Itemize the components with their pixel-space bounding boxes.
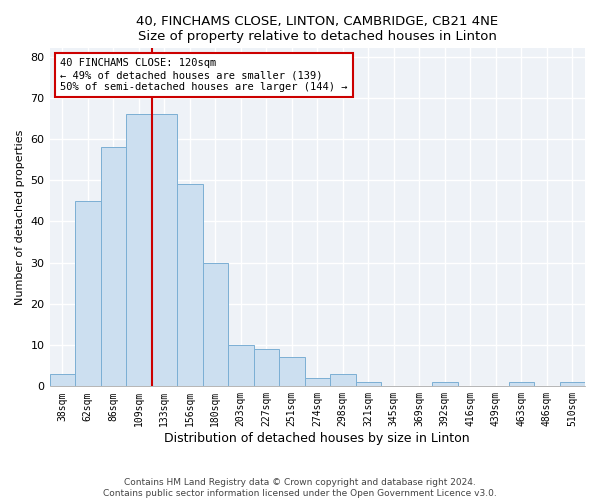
Bar bbox=[203, 262, 228, 386]
Bar bbox=[356, 382, 381, 386]
Bar bbox=[152, 114, 177, 386]
Bar bbox=[330, 374, 356, 386]
Y-axis label: Number of detached properties: Number of detached properties bbox=[15, 130, 25, 305]
Bar bbox=[560, 382, 585, 386]
Bar bbox=[101, 148, 126, 386]
Text: Contains HM Land Registry data © Crown copyright and database right 2024.
Contai: Contains HM Land Registry data © Crown c… bbox=[103, 478, 497, 498]
Text: 40 FINCHAMS CLOSE: 120sqm
← 49% of detached houses are smaller (139)
50% of semi: 40 FINCHAMS CLOSE: 120sqm ← 49% of detac… bbox=[60, 58, 348, 92]
Bar bbox=[509, 382, 534, 386]
Bar bbox=[177, 184, 203, 386]
Bar bbox=[432, 382, 458, 386]
Bar bbox=[75, 201, 101, 386]
Bar bbox=[228, 345, 254, 387]
X-axis label: Distribution of detached houses by size in Linton: Distribution of detached houses by size … bbox=[164, 432, 470, 445]
Bar bbox=[279, 358, 305, 386]
Bar bbox=[126, 114, 152, 386]
Bar bbox=[305, 378, 330, 386]
Title: 40, FINCHAMS CLOSE, LINTON, CAMBRIDGE, CB21 4NE
Size of property relative to det: 40, FINCHAMS CLOSE, LINTON, CAMBRIDGE, C… bbox=[136, 15, 499, 43]
Bar bbox=[50, 374, 75, 386]
Bar bbox=[254, 349, 279, 387]
